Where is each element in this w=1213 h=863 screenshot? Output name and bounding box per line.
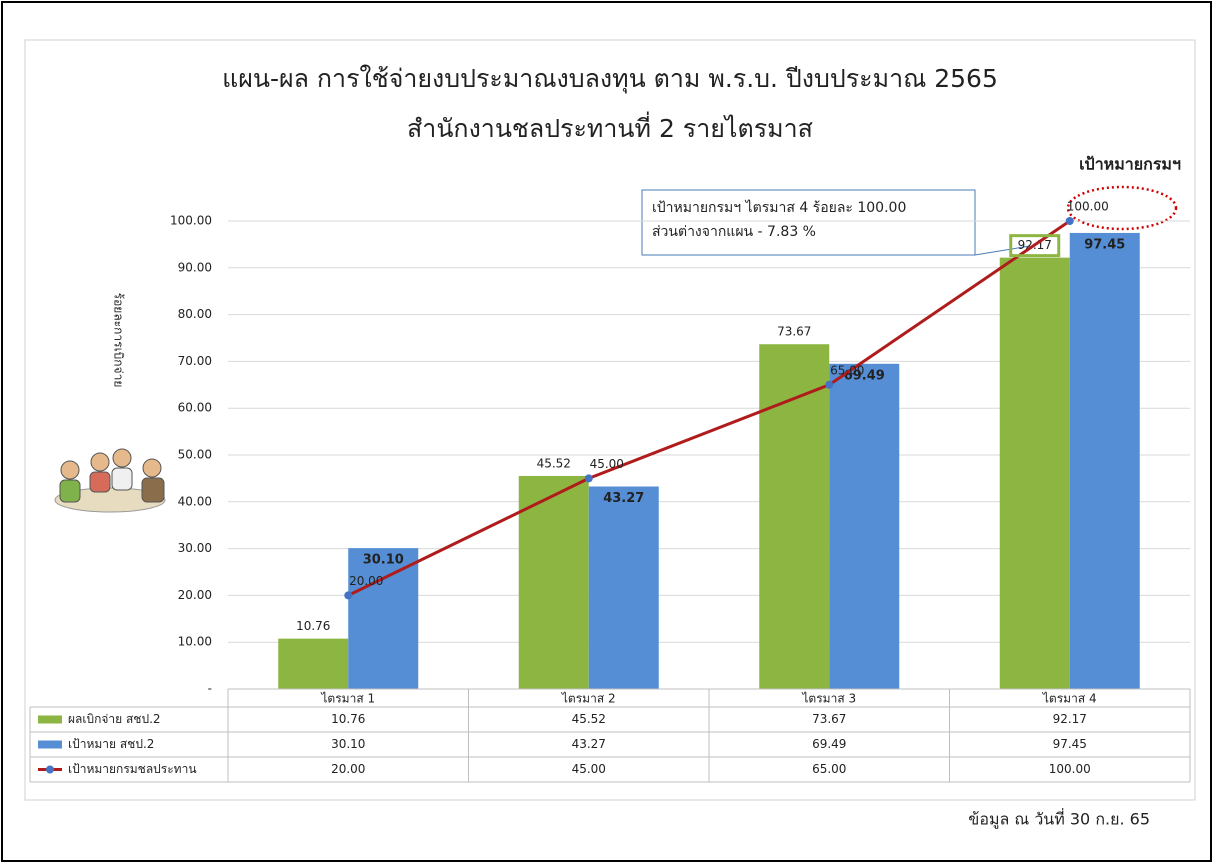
legend-label: เป้าหมาย สชป.2 bbox=[68, 737, 154, 751]
line-marker bbox=[585, 474, 593, 482]
y-tick-label: 20.00 bbox=[178, 588, 212, 602]
bar bbox=[759, 344, 829, 689]
value-label: 45.00 bbox=[590, 457, 624, 471]
table-cell: 65.00 bbox=[812, 762, 846, 776]
x-tick-label: ไตรมาส 1 bbox=[320, 692, 375, 706]
y-axis-label: ร้อยละการเบิกจ่าย bbox=[112, 293, 126, 388]
value-label: 97.45 bbox=[1084, 237, 1125, 252]
table-cell: 92.17 bbox=[1053, 712, 1087, 726]
legend-label: ผลเบิกจ่าย สชป.2 bbox=[68, 712, 161, 726]
bar bbox=[278, 639, 348, 689]
callout-diff: ส่วนต่างจากแผน - 7.83 % bbox=[652, 224, 816, 240]
table-cell: 69.49 bbox=[812, 737, 846, 751]
table-cell: 10.76 bbox=[331, 712, 365, 726]
y-tick-label: 40.00 bbox=[178, 494, 212, 508]
bar bbox=[1070, 233, 1140, 689]
value-label: 20.00 bbox=[349, 574, 383, 588]
x-tick-label: ไตรมาส 4 bbox=[1042, 692, 1097, 706]
y-tick-label: 90.00 bbox=[178, 260, 212, 274]
bar bbox=[1000, 258, 1070, 689]
table-cell: 73.67 bbox=[812, 712, 846, 726]
value-label: 30.10 bbox=[363, 553, 404, 568]
chart-subtitle: สำนักงานชลประทานที่ 2 รายไตรมาส bbox=[407, 111, 813, 143]
y-tick-label: - bbox=[208, 682, 212, 696]
x-tick-label: ไตรมาส 3 bbox=[801, 692, 856, 706]
legend-swatch bbox=[38, 716, 62, 724]
y-tick-label: 30.00 bbox=[178, 541, 212, 555]
legend-swatch bbox=[38, 741, 62, 749]
table-cell: 97.45 bbox=[1053, 737, 1087, 751]
target-label: เป้าหมายกรมฯ bbox=[1079, 155, 1181, 174]
value-label: 100.00 bbox=[1067, 200, 1109, 214]
table-cell: 100.00 bbox=[1049, 762, 1091, 776]
bar bbox=[589, 486, 659, 689]
value-label: 43.27 bbox=[603, 491, 644, 506]
y-tick-label: 10.00 bbox=[178, 635, 212, 649]
table-cell: 45.52 bbox=[572, 712, 606, 726]
legend-label: เป้าหมายกรมชลประทาน bbox=[68, 762, 197, 776]
y-tick-label: 70.00 bbox=[178, 354, 212, 368]
value-label: 45.52 bbox=[537, 456, 571, 470]
x-tick-label: ไตรมาส 2 bbox=[561, 692, 616, 706]
line-marker bbox=[825, 381, 833, 389]
bar bbox=[348, 548, 418, 689]
bar bbox=[829, 364, 899, 689]
callout-title: เป้าหมายกรมฯ ไตรมาส 4 ร้อยละ 100.00 bbox=[652, 199, 906, 216]
legend-swatch bbox=[46, 766, 54, 774]
line-marker bbox=[1066, 217, 1074, 225]
table-cell: 30.10 bbox=[331, 737, 365, 751]
y-tick-label: 60.00 bbox=[178, 401, 212, 415]
table-cell: 45.00 bbox=[572, 762, 606, 776]
value-label: 10.76 bbox=[296, 619, 330, 633]
y-tick-label: 50.00 bbox=[178, 448, 212, 462]
table-cell: 20.00 bbox=[331, 762, 365, 776]
chart-title: แผน-ผล การใช้จ่ายงบประมาณงบลงทุน ตาม พ.ร… bbox=[222, 64, 998, 94]
y-tick-label: 80.00 bbox=[178, 307, 212, 321]
line-marker bbox=[344, 591, 352, 599]
table-cell: 43.27 bbox=[572, 737, 606, 751]
footnote: ข้อมูล ณ วันที่ 30 ก.ย. 65 bbox=[968, 808, 1150, 830]
chart: แผน-ผล การใช้จ่ายงบประมาณงบลงทุน ตาม พ.ร… bbox=[0, 0, 1213, 863]
value-label: 73.67 bbox=[777, 325, 811, 339]
value-label: 65.00 bbox=[830, 363, 864, 377]
y-tick-label: 100.00 bbox=[170, 214, 212, 228]
